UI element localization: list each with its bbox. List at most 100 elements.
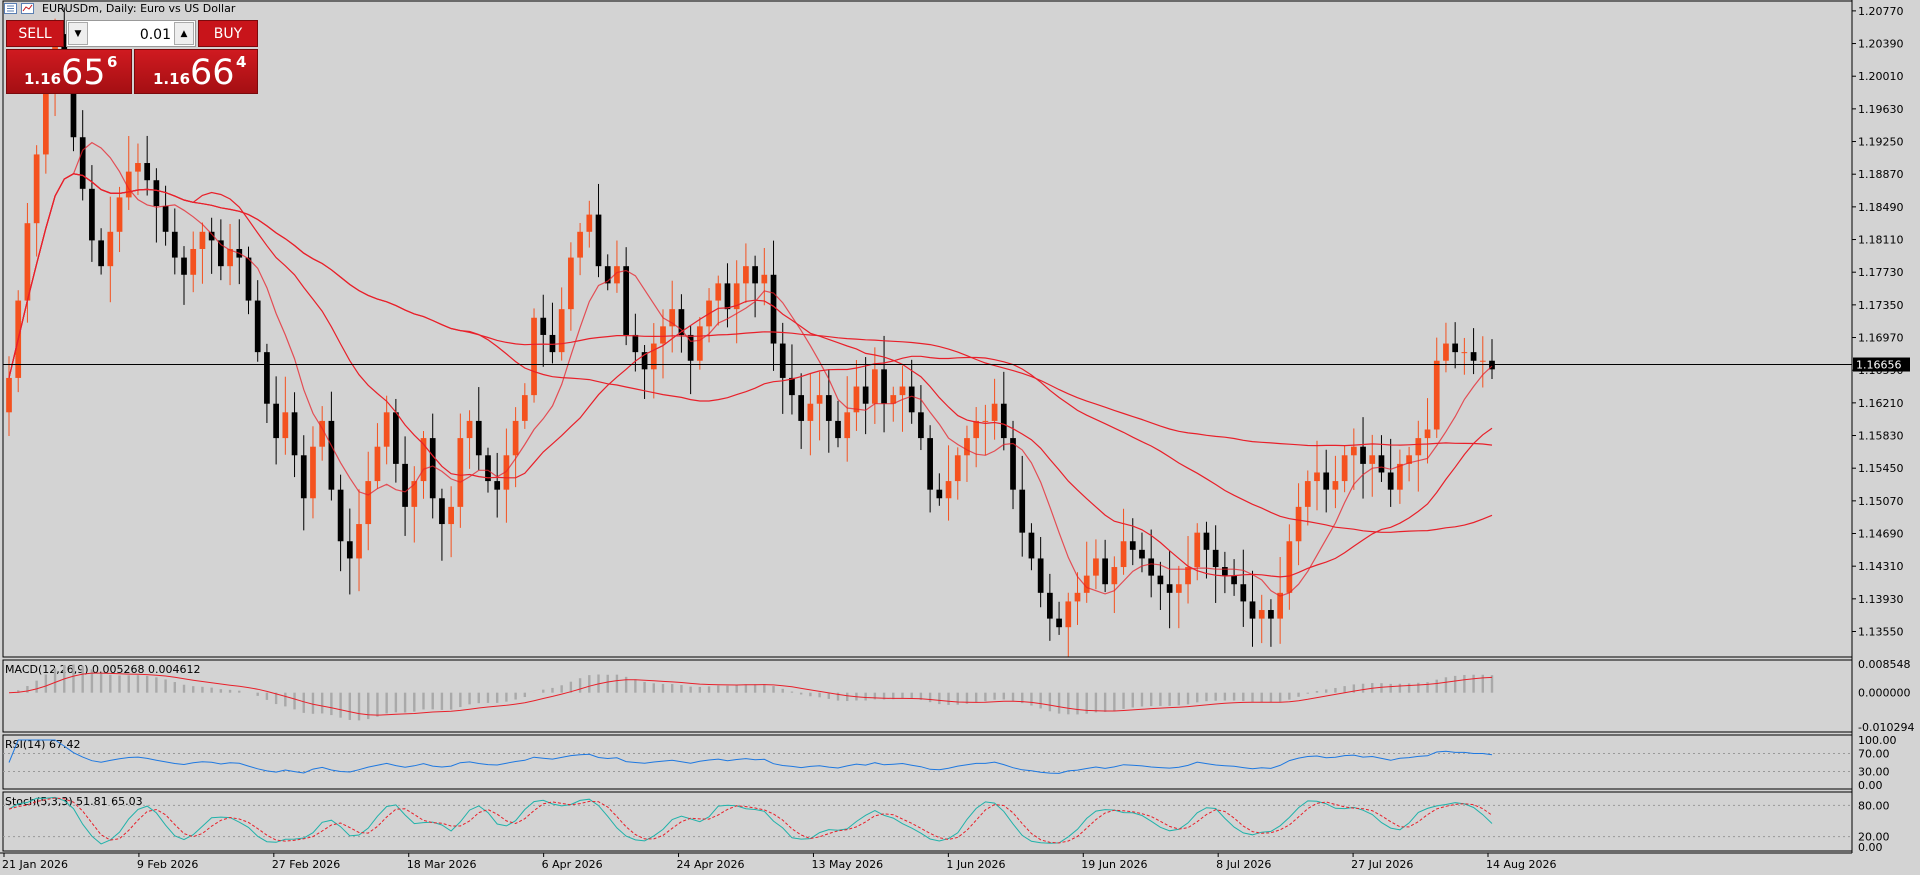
candle-body — [531, 317, 537, 396]
macd-histogram-bar — [1380, 683, 1383, 693]
candle-body — [1166, 584, 1173, 593]
window-menu-icon[interactable] — [4, 2, 17, 14]
macd-histogram-bar — [624, 676, 628, 693]
candle-body — [1332, 481, 1339, 490]
candle-body — [227, 248, 233, 267]
macd-histogram-bar — [1159, 692, 1162, 706]
macd-histogram-bar — [1186, 692, 1190, 705]
macd-histogram-bar — [1196, 692, 1199, 703]
macd-histogram-bar — [1343, 686, 1346, 693]
sell-price-big: 65 — [61, 53, 106, 93]
macd-histogram-bar — [1472, 674, 1475, 693]
macd-histogram-bar — [468, 692, 471, 705]
candle-body — [1424, 429, 1431, 439]
candle-body — [586, 214, 593, 232]
macd-histogram-bar — [1242, 692, 1245, 702]
macd-histogram-bar — [127, 675, 130, 693]
candle-body — [862, 386, 869, 404]
macd-histogram-bar — [1453, 675, 1457, 693]
macd-histogram-bar — [1306, 692, 1309, 694]
macd-histogram-bar — [53, 668, 57, 693]
candle-body — [623, 266, 630, 335]
macd-histogram-bar — [965, 692, 969, 704]
macd-histogram-bar — [634, 679, 637, 693]
candle-body — [337, 489, 344, 542]
macd-histogram-bar — [1417, 682, 1420, 693]
price-tick-label: 1.15070 — [1858, 495, 1904, 508]
candle-body — [1028, 532, 1035, 559]
candle-body — [632, 334, 639, 353]
macd-histogram-bar — [956, 692, 959, 705]
candle-body — [1452, 343, 1459, 353]
candle-body — [291, 412, 298, 456]
macd-histogram-bar — [1251, 692, 1254, 702]
lot-increase-button[interactable]: ▲ — [174, 22, 194, 45]
macd-histogram-bar — [763, 684, 766, 693]
time-tick-label: 27 Jul 2026 — [1351, 858, 1413, 871]
sell-button[interactable]: SELL — [6, 20, 64, 47]
candle-body — [568, 257, 574, 310]
candle-body — [1129, 541, 1136, 550]
macd-histogram-bar — [228, 689, 232, 693]
price-tick-label: 1.13550 — [1858, 626, 1904, 639]
macd-histogram-bar — [1002, 692, 1006, 700]
candle-body — [1194, 532, 1201, 568]
price-tick-label: 1.17350 — [1858, 299, 1904, 312]
candle-body — [945, 481, 952, 499]
macd-histogram-bar — [164, 679, 167, 693]
candle-body — [1093, 558, 1099, 576]
macd-histogram-bar — [145, 675, 149, 693]
time-tick-label: 8 Jul 2026 — [1216, 858, 1271, 871]
candle-body — [1249, 601, 1256, 619]
macd-histogram-bar — [928, 692, 932, 703]
sell-price-button[interactable]: 1.16 65 6 — [6, 49, 132, 94]
candle-body — [881, 369, 887, 404]
lot-size-input[interactable] — [91, 23, 173, 46]
candle-body — [825, 395, 832, 421]
macd-signal-line — [8, 672, 1493, 716]
macd-histogram-bar — [781, 688, 784, 693]
macd-tick-label: -0.010294 — [1858, 721, 1914, 734]
macd-histogram-bar — [772, 686, 775, 693]
candle-body — [1010, 438, 1016, 490]
candle-body — [715, 283, 722, 301]
candle-body — [752, 266, 758, 284]
macd-histogram-bar — [1269, 692, 1273, 703]
candle-body — [162, 206, 169, 232]
candle-body — [991, 403, 998, 421]
buy-button[interactable]: BUY — [198, 20, 258, 47]
time-tick-label: 6 Apr 2026 — [542, 858, 603, 871]
macd-histogram-bar — [836, 692, 840, 701]
candle-body — [1203, 532, 1210, 550]
stoch-tick-label: 20.00 — [1858, 831, 1890, 844]
stoch-tick-label: 80.00 — [1858, 799, 1890, 812]
lot-decrease-button[interactable]: ▼ — [68, 22, 88, 45]
chart-window-icon[interactable] — [21, 2, 34, 14]
candle-body — [6, 377, 12, 413]
candle-body — [1378, 455, 1385, 473]
macd-histogram-bar — [210, 687, 213, 693]
pane-frame-0 — [2, 0, 1853, 658]
macd-histogram-bar — [90, 669, 94, 693]
macd-histogram-bar — [413, 692, 416, 712]
macd-histogram-bar — [72, 664, 75, 693]
price-tick-label: 1.14690 — [1858, 528, 1904, 541]
time-tick-label: 27 Feb 2026 — [272, 858, 340, 871]
rsi-title: RSI(14) 67.42 — [5, 738, 80, 751]
candle-body — [328, 420, 335, 490]
candle-body — [669, 309, 676, 327]
macd-histogram-bar — [201, 686, 204, 693]
buy-price-prefix: 1.16 — [153, 70, 191, 88]
candle-body — [208, 231, 215, 241]
macd-histogram-bar — [993, 692, 996, 700]
buy-price-button[interactable]: 1.16 66 4 — [134, 49, 258, 94]
pane-frame-2 — [2, 734, 1853, 790]
macd-histogram-bar — [689, 686, 692, 693]
macd-histogram-bar — [505, 692, 508, 702]
price-tick-label: 1.14310 — [1858, 560, 1904, 573]
candle-body — [89, 188, 95, 241]
candle-body — [641, 352, 648, 370]
macd-histogram-bar — [1205, 692, 1208, 702]
candle-body — [1185, 567, 1191, 585]
macd-histogram-bar — [1223, 692, 1227, 701]
